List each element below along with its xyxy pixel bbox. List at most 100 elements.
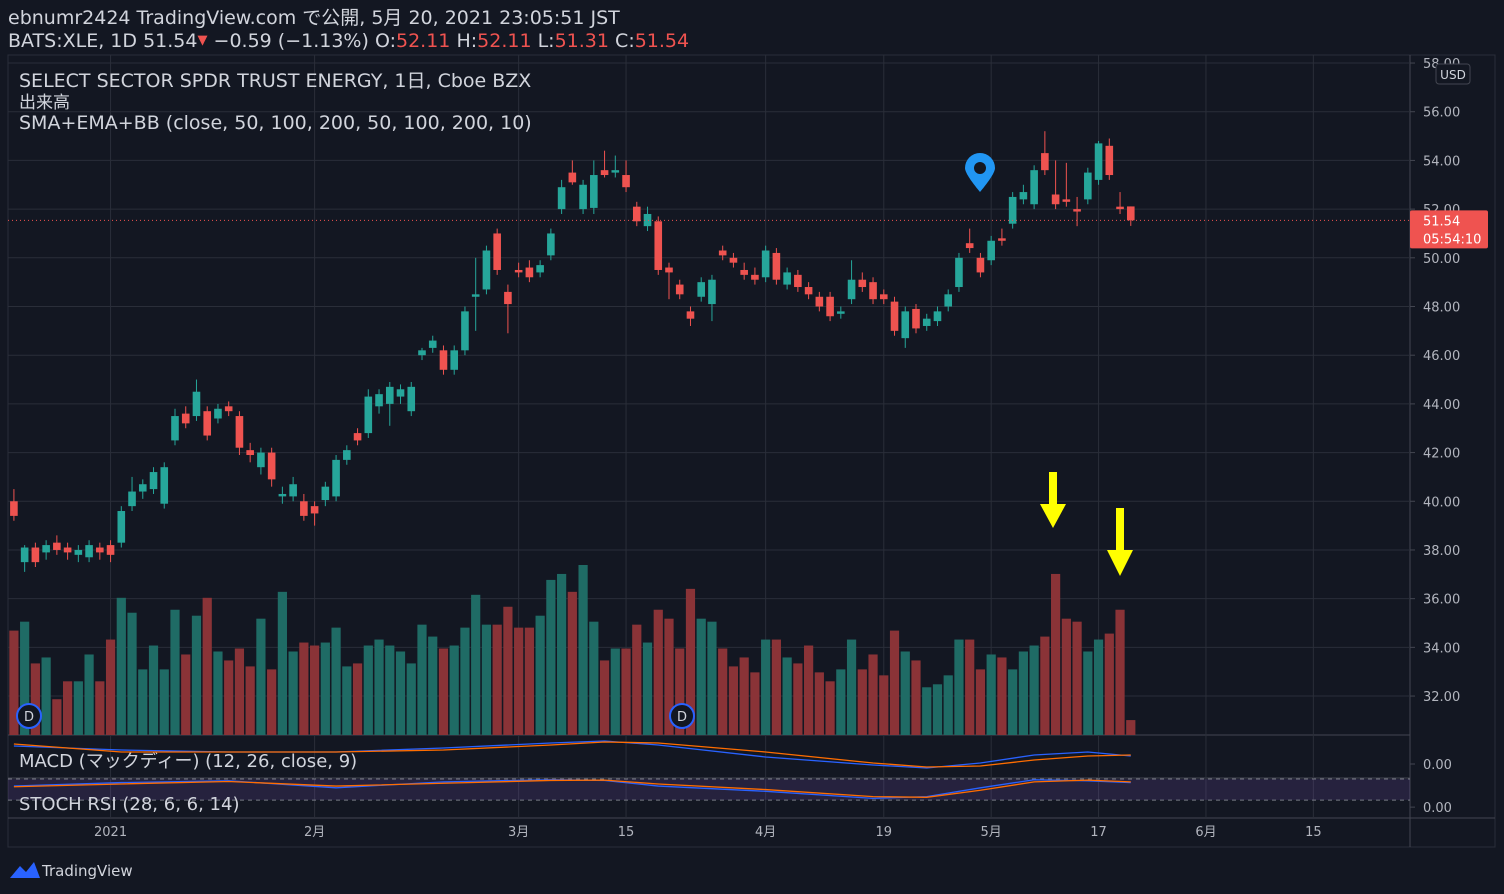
candle-body <box>751 274 759 280</box>
volume-bar <box>922 687 932 735</box>
volume-bar <box>30 663 40 735</box>
volume-bar <box>685 588 696 735</box>
volume-bar <box>148 645 159 735</box>
volume-bar <box>1061 618 1071 735</box>
candle-body <box>654 221 663 270</box>
volume-bar <box>116 597 126 735</box>
candle-body <box>450 350 459 370</box>
volume-bar <box>653 609 663 735</box>
volume-bar <box>213 651 223 735</box>
volume-bar <box>771 639 781 735</box>
candle-body <box>675 284 684 295</box>
volume-bar <box>406 663 416 735</box>
candle-body <box>418 350 426 356</box>
symbol: BATS:XLE, 1D <box>8 30 138 52</box>
volume-bar <box>632 624 642 735</box>
volume-bar <box>73 681 83 735</box>
band-fill <box>8 779 1410 801</box>
legend-volume: 出来高 <box>19 93 70 113</box>
volume-bar <box>857 669 867 735</box>
dividend-marker[interactable]: D <box>16 703 42 729</box>
volume-bar <box>1051 573 1061 735</box>
candle-body <box>42 545 50 553</box>
volume-bar <box>267 669 277 735</box>
volume-bar <box>492 624 502 735</box>
candle-body <box>697 282 706 297</box>
candle-body <box>192 391 201 417</box>
volume-bar <box>836 669 846 735</box>
candle-body <box>525 267 534 278</box>
y-tick-label: 38.00 <box>1423 544 1460 559</box>
volume-bar <box>900 651 910 735</box>
candle-body <box>686 311 695 319</box>
volume-bar <box>9 630 19 735</box>
volume-bar <box>352 663 363 735</box>
volume-bar <box>804 645 814 735</box>
volume-bar <box>503 606 513 735</box>
candle-body <box>729 257 738 263</box>
candle-body <box>63 547 72 553</box>
candle-body <box>203 411 212 436</box>
volume-bar <box>567 591 577 735</box>
volume-bar <box>460 627 470 735</box>
y-tick-label: 42.00 <box>1423 447 1460 462</box>
volume-bar <box>696 618 706 735</box>
volume-bar <box>1115 609 1125 735</box>
volume-bar <box>417 624 427 735</box>
legend-indicator: SMA+EMA+BB (close, 50, 100, 200, 50, 100… <box>19 112 532 134</box>
pane-title: MACD (マックディー) (12, 26, close, 9) <box>19 751 357 772</box>
volume-bar <box>224 660 234 735</box>
candle-body <box>214 408 222 419</box>
ohlc-line: BATS:XLE, 1D 51.54▼ −0.59 (−1.13%) O:52.… <box>8 30 689 52</box>
candle-body <box>590 175 598 208</box>
candle-body <box>493 233 501 270</box>
candle-body <box>665 267 673 273</box>
candle-body <box>149 472 158 490</box>
candle-body <box>332 459 340 497</box>
y-tick-label: 56.00 <box>1423 106 1460 121</box>
volume-bar <box>331 627 341 735</box>
candle-body <box>300 501 308 516</box>
candle-body <box>375 394 383 407</box>
volume-bar <box>52 699 62 735</box>
volume-bar <box>814 672 824 735</box>
volume-bar <box>868 654 878 735</box>
candle-body <box>1041 153 1049 171</box>
volume-bar <box>879 675 889 735</box>
volume-bar <box>159 669 169 735</box>
last-price-label: 51.54 <box>1423 214 1460 229</box>
y-tick-label: 50.00 <box>1423 252 1460 267</box>
volume-bar <box>374 639 384 735</box>
x-tick-label: 5月 <box>981 825 1002 840</box>
x-tick-label: 15 <box>618 825 635 840</box>
c-label: C: <box>615 30 635 52</box>
volume-bar <box>299 642 309 735</box>
volume-bar <box>277 591 287 735</box>
candle-body <box>708 279 716 305</box>
volume-bar <box>578 565 588 735</box>
candle-body <box>1094 143 1103 180</box>
volume-bar <box>889 630 900 735</box>
volume-bar <box>245 666 255 735</box>
volume-bar <box>750 672 760 735</box>
candle-body <box>138 484 147 492</box>
volume-bar <box>438 648 449 735</box>
volume-bar <box>1083 651 1093 735</box>
x-tick-label: 2月 <box>304 825 325 840</box>
y-tick-label: 34.00 <box>1423 641 1460 656</box>
candle-body <box>471 294 480 297</box>
x-tick-label: 3月 <box>508 825 529 840</box>
volume-bar <box>943 675 953 735</box>
volume-bar <box>234 648 245 735</box>
x-tick-label: 19 <box>876 825 893 840</box>
y-tick-label: 32.00 <box>1423 690 1460 705</box>
candle-body <box>912 308 920 329</box>
dividend-marker[interactable]: D <box>669 703 695 729</box>
volume-bar <box>514 627 524 735</box>
pane-title: STOCH RSI (28, 6, 6, 14) <box>19 794 239 815</box>
candle-body <box>160 467 169 504</box>
candle-body <box>235 416 244 448</box>
c-value: 51.54 <box>634 30 690 52</box>
candle-body <box>955 257 963 288</box>
